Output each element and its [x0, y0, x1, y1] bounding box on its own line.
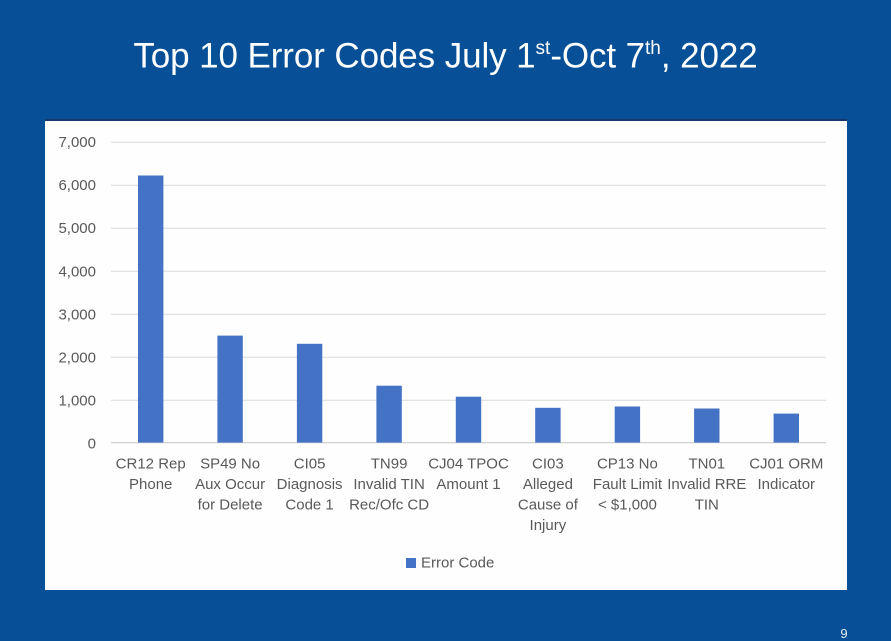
svg-text:Code 1: Code 1	[285, 497, 333, 514]
svg-text:4,000: 4,000	[58, 263, 96, 280]
svg-text:CR12 Rep: CR12 Rep	[116, 456, 186, 473]
svg-text:Diagnosis: Diagnosis	[277, 476, 343, 493]
svg-text:< $1,000: < $1,000	[598, 497, 657, 514]
svg-text:TN99: TN99	[371, 456, 408, 473]
svg-text:6,000: 6,000	[58, 177, 96, 194]
svg-text:TN01: TN01	[688, 456, 725, 473]
svg-text:1,000: 1,000	[58, 392, 96, 409]
svg-text:CJ01 ORM: CJ01 ORM	[749, 456, 823, 473]
svg-text:Error Code: Error Code	[421, 555, 494, 572]
svg-text:2,000: 2,000	[58, 349, 96, 366]
svg-text:3,000: 3,000	[58, 306, 96, 323]
svg-text:0: 0	[88, 435, 96, 452]
svg-text:Alleged: Alleged	[523, 476, 573, 493]
svg-text:SP49 No: SP49 No	[200, 456, 260, 473]
svg-text:Fault Limit: Fault Limit	[593, 476, 663, 493]
svg-text:Amount 1: Amount 1	[436, 476, 500, 493]
svg-text:7,000: 7,000	[58, 134, 96, 151]
svg-text:Cause of: Cause of	[518, 497, 579, 514]
svg-text:CJ04 TPOC: CJ04 TPOC	[428, 456, 509, 473]
svg-text:Invalid RRE: Invalid RRE	[667, 476, 746, 493]
svg-text:Aux Occur: Aux Occur	[195, 476, 265, 493]
svg-text:for Delete: for Delete	[198, 497, 263, 514]
svg-text:CI05: CI05	[294, 456, 326, 473]
svg-text:Injury: Injury	[530, 517, 567, 534]
svg-text:Phone: Phone	[129, 476, 172, 493]
svg-text:5,000: 5,000	[58, 220, 96, 237]
svg-text:CI03: CI03	[532, 456, 564, 473]
svg-text:Indicator: Indicator	[758, 476, 816, 493]
svg-text:Invalid TIN: Invalid TIN	[353, 476, 424, 493]
svg-text:Rec/Ofc CD: Rec/Ofc CD	[349, 497, 429, 514]
svg-text:TIN: TIN	[695, 497, 719, 514]
svg-text:CP13 No: CP13 No	[597, 456, 658, 473]
